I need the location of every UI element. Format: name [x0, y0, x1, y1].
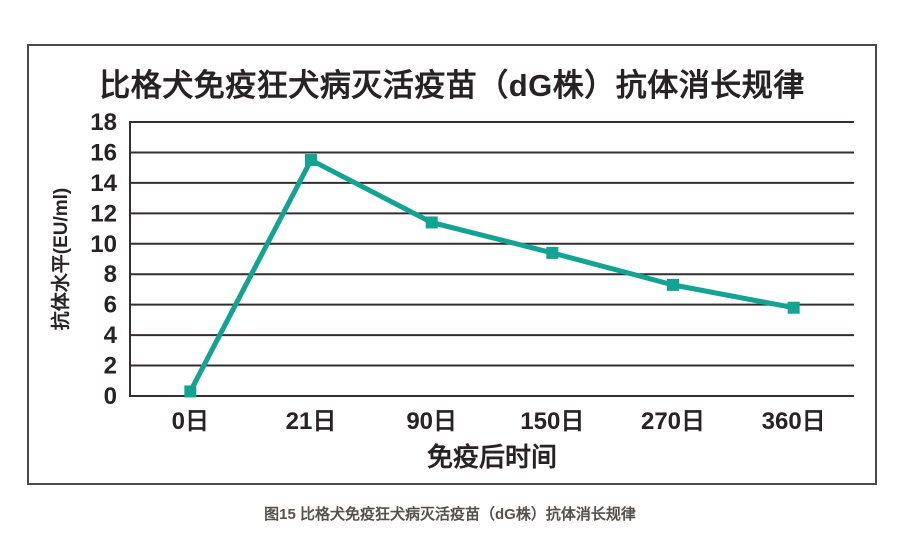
y-tick-label: 16	[90, 139, 117, 166]
data-point-marker	[546, 246, 559, 259]
y-tick-label: 10	[90, 231, 117, 258]
figure-caption: 图15 比格犬免疫狂犬病灭活疫苗（dG株）抗体消长规律	[264, 506, 636, 523]
data-point-marker	[425, 216, 438, 229]
x-tick-label: 0日	[172, 408, 209, 435]
y-tick-label: 12	[90, 200, 117, 227]
y-tick-label: 2	[104, 353, 117, 380]
data-point-marker	[184, 385, 197, 398]
x-tick-label: 150日	[520, 408, 584, 435]
x-tick-label: 270日	[641, 408, 705, 435]
data-point-marker	[787, 301, 800, 314]
y-tick-label: 4	[104, 322, 118, 349]
data-line	[188, 156, 795, 393]
figure-border	[27, 44, 877, 485]
y-tick-label: 0	[104, 383, 117, 410]
y-tick-label: 6	[104, 292, 117, 319]
y-tick-label: 8	[104, 261, 117, 288]
x-tick-label: 360日	[762, 408, 826, 435]
data-point-marker	[667, 278, 679, 291]
x-tick-label: 21日	[286, 408, 337, 435]
y-tick-label: 14	[90, 170, 117, 197]
y-tick-label: 18	[90, 109, 117, 136]
chart-title: 比格犬免疫狂犬病灭活疫苗（dG株）抗体消长规律	[99, 68, 805, 103]
y-axis-title: 抗体水平(EU/ml)	[49, 188, 72, 331]
x-axis-title: 免疫后时间	[427, 442, 557, 472]
data-point-marker	[305, 154, 317, 167]
x-tick-label: 90日	[406, 408, 457, 435]
